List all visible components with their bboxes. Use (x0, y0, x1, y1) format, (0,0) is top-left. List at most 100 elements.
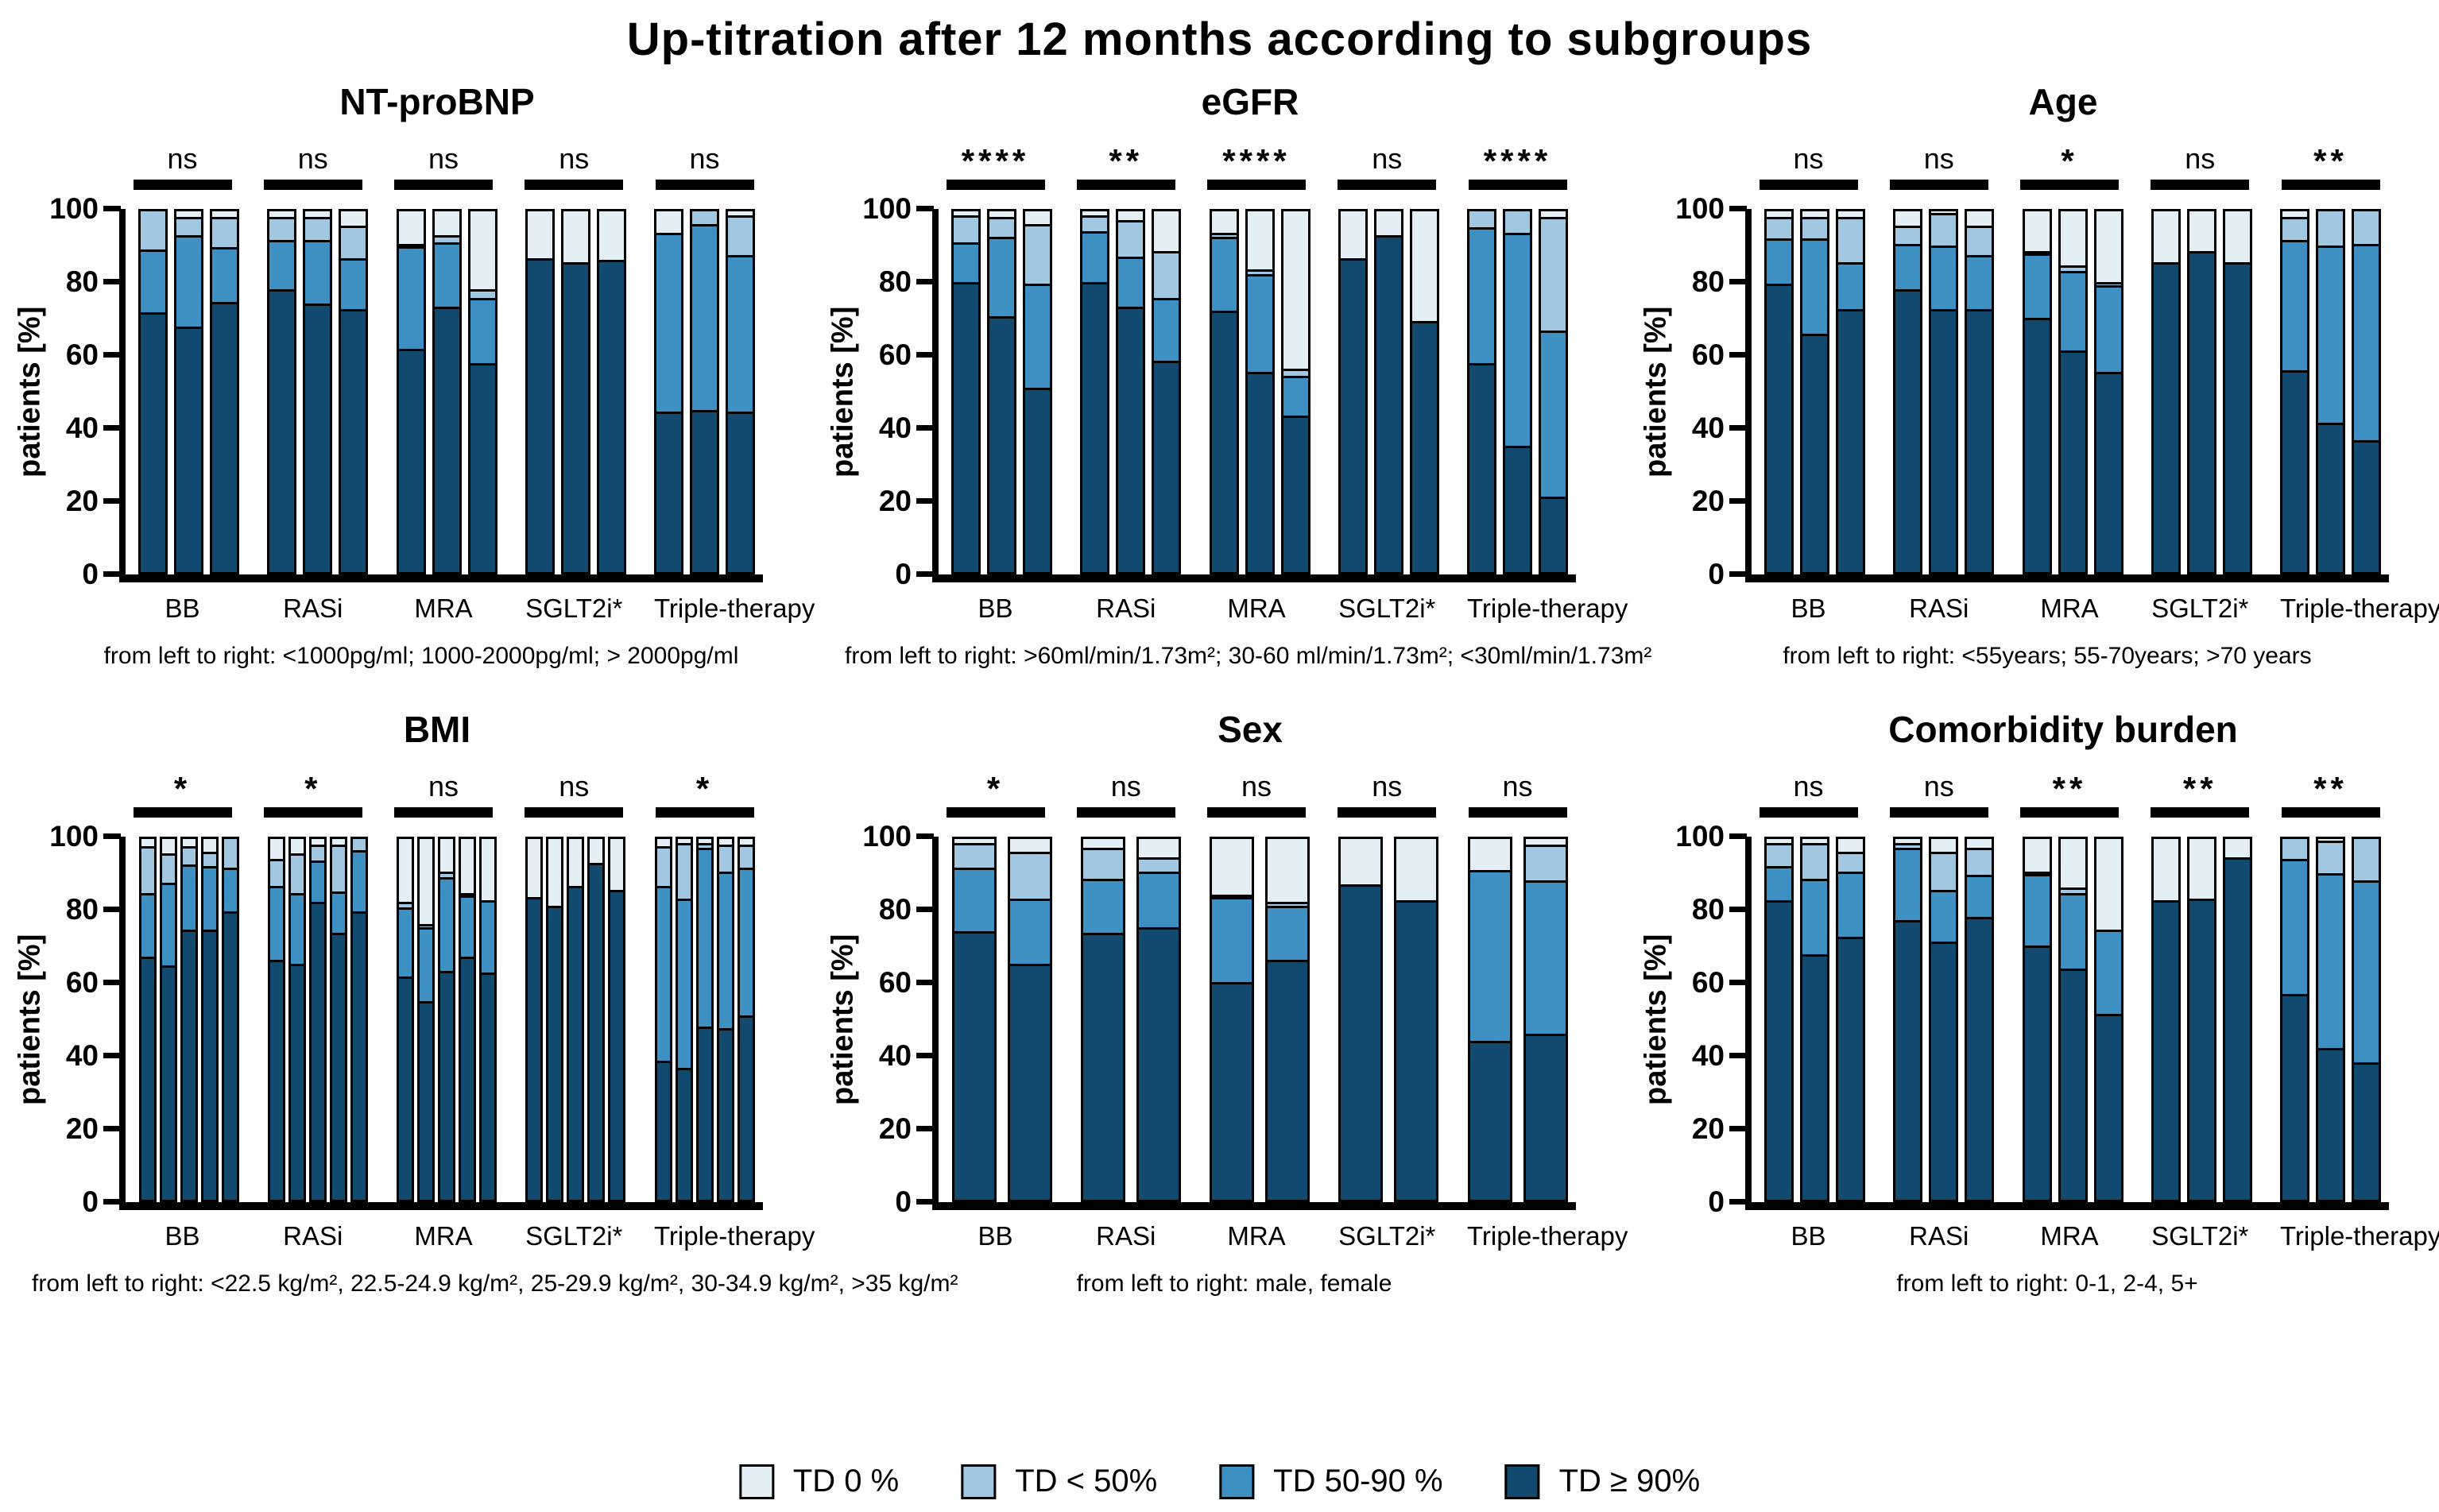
significance-bracket (1338, 180, 1437, 190)
segment-td-50-90 (1767, 866, 1791, 901)
segment-td-50-90 (2096, 929, 2121, 1015)
panel-footnote: from left to right: >60ml/min/1.73m²; 30… (845, 643, 1652, 669)
stacked-bar (2222, 209, 2252, 574)
y-axis-title: patients [%] (1639, 306, 1673, 478)
segment-td-50-90 (440, 876, 453, 971)
segment-td-lt50 (470, 288, 495, 298)
plot-area: 0 20 40 60 80 100 (1675, 821, 2389, 1218)
significance-sglt2i: ns (1337, 768, 1438, 837)
segment-td-lt50 (141, 846, 154, 894)
group-labels-row: BB RASi MRA SGLT2i* Triple-therapy (1745, 584, 2439, 624)
segment-td-0 (698, 839, 711, 843)
significance-label: ns (1372, 770, 1403, 802)
segment-td-ge90 (420, 1001, 432, 1200)
group-label-mra: MRA (1227, 594, 1286, 623)
group-label-sglt2i: SGLT2i* (525, 1221, 623, 1251)
significance-mra: **** (1206, 141, 1307, 209)
stacked-bar (2316, 209, 2345, 574)
segment-td-50-90 (692, 223, 717, 410)
segment-td-lt50 (203, 851, 216, 867)
stacked-bar (690, 209, 719, 574)
stacked-bar (2022, 209, 2052, 574)
segment-td-50-90 (398, 246, 424, 349)
segment-td-lt50 (269, 858, 283, 887)
group-label-triple-therapy: Triple-therapy (2280, 1221, 2439, 1251)
group-labels-row: BB RASi MRA SGLT2i* Triple-therapy (1745, 1212, 2439, 1251)
segment-td-50-90 (290, 893, 304, 964)
y-tick-mark (103, 498, 121, 504)
panel-title-nt-probnp: NT-proBNP (339, 81, 535, 122)
stacked-bar (438, 837, 455, 1202)
stacked-bar (1467, 837, 1512, 1202)
segment-td-ge90 (1268, 960, 1307, 1200)
segment-td-0 (1931, 211, 1957, 214)
legend-swatch-td-ge90 (1504, 1464, 1540, 1499)
y-tick-mark (916, 1199, 934, 1205)
segment-td-0 (482, 839, 494, 901)
stacked-bar (2151, 209, 2181, 574)
y-axis-title: patients [%] (1639, 934, 1673, 1105)
significance-label: ** (2313, 142, 2348, 180)
segment-td-ge90 (1931, 942, 1957, 1200)
y-tick-mark (916, 352, 934, 358)
legend-item-td-50-90: TD 50-90 % (1219, 1464, 1443, 1499)
bar-group-rasi (1893, 209, 1995, 574)
stacked-bar (308, 837, 327, 1202)
y-tick-mark (916, 425, 934, 431)
segment-td-50-90 (1802, 878, 1827, 955)
significance-bracket (1076, 180, 1175, 190)
group-label-triple-therapy: Triple-therapy (654, 1221, 815, 1251)
stacked-bar (1764, 837, 1794, 1202)
significance-rasi: ** (1075, 141, 1176, 209)
segment-td-50-90 (399, 907, 412, 976)
stacked-bar (654, 209, 683, 574)
group-label-rasi: RASi (1909, 1221, 1969, 1251)
stacked-bar (288, 837, 306, 1202)
segment-td-ge90 (954, 281, 978, 572)
y-tick-label: 0 (82, 558, 99, 590)
significance-bb: ns (1758, 768, 1859, 837)
legend-swatch-td-lt50 (961, 1464, 997, 1499)
y-tick-label: 40 (878, 412, 912, 444)
y-tick-label: 20 (1691, 1112, 1725, 1145)
segment-td-50-90 (1767, 238, 1791, 284)
significance-triple-therapy: ns (654, 141, 755, 209)
segment-td-lt50 (2060, 265, 2085, 271)
segment-td-ge90 (2189, 898, 2214, 1200)
segment-td-0 (1469, 839, 1510, 870)
stacked-bar (1503, 209, 1532, 574)
segment-td-ge90 (1802, 334, 1827, 572)
segment-td-50-90 (2060, 270, 2085, 350)
stacked-bar (1800, 837, 1829, 1202)
bar-group-bb (1764, 837, 1865, 1202)
y-tick-label: 0 (895, 558, 912, 590)
segment-td-lt50 (305, 216, 331, 241)
segment-td-50-90 (1931, 889, 1957, 942)
significance-bracket (2020, 180, 2119, 190)
bar-group-mra (397, 837, 497, 1202)
segment-td-50-90 (718, 871, 732, 1029)
segment-td-0 (610, 839, 624, 890)
significance-rasi: * (262, 768, 363, 837)
panel-nt-probnp: NT-proBNP patients [%] ns ns ns ns ns 0 20 40 60 80… (0, 69, 815, 670)
segment-td-50-90 (1025, 283, 1050, 389)
stacked-bar (210, 209, 239, 574)
significance-label: ns (428, 770, 459, 802)
segment-td-ge90 (1838, 936, 1863, 1200)
segment-td-lt50 (2318, 211, 2343, 246)
segment-td-ge90 (2153, 261, 2178, 572)
bar-group-sglt2i (1338, 209, 1439, 574)
stacked-bar (2186, 209, 2216, 574)
plot-zone: patients [%] * ns ns ns ns 0 20 40 60 80 100 BB RASi M… (827, 757, 1628, 1251)
stacked-bar (1764, 209, 1794, 574)
segment-td-0 (563, 211, 588, 262)
y-tick-mark (103, 833, 121, 839)
stacked-bar (2093, 209, 2123, 574)
bar-group-sglt2i (525, 837, 626, 1202)
y-tick-mark (916, 907, 934, 912)
group-label-sglt2i: SGLT2i* (525, 594, 623, 623)
segment-td-0 (548, 839, 562, 906)
stacked-bar (1338, 837, 1384, 1202)
stacked-bar (654, 837, 672, 1202)
segment-td-ge90 (954, 930, 994, 1200)
